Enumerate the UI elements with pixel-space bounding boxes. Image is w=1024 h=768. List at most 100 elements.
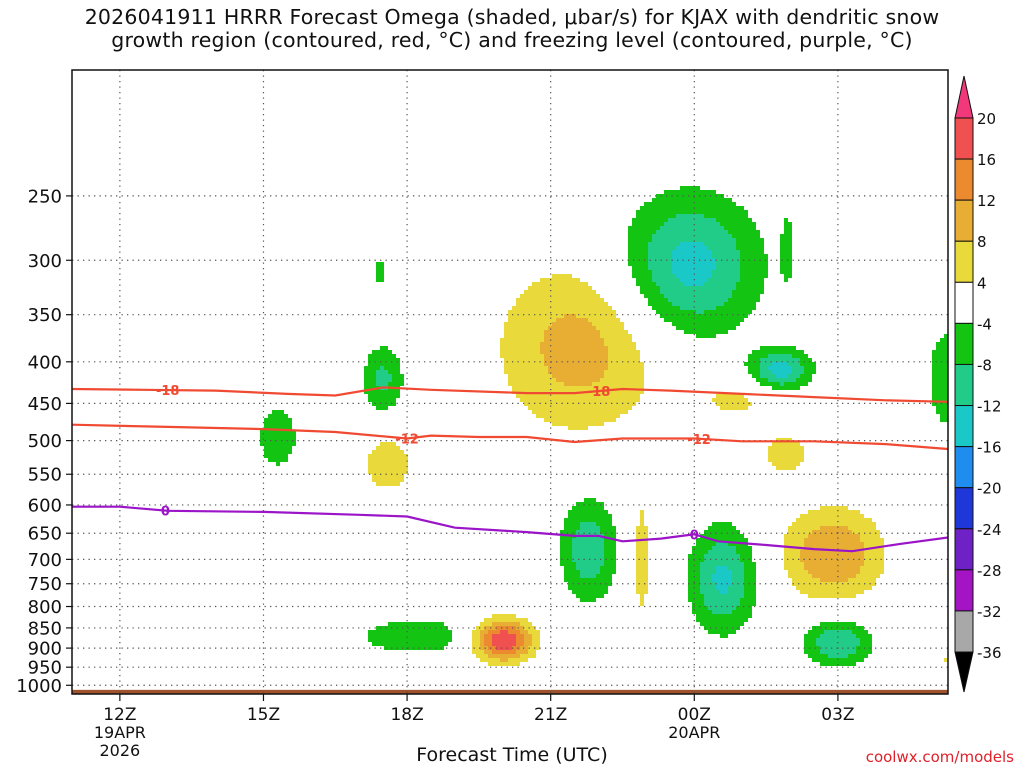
omega-cell bbox=[648, 298, 668, 302]
omega-cell bbox=[600, 530, 616, 534]
omega-cell bbox=[532, 282, 588, 286]
omega-cell bbox=[708, 630, 736, 634]
omega-cell bbox=[652, 306, 680, 310]
omega-cell bbox=[940, 418, 948, 422]
omega-cell bbox=[760, 366, 768, 370]
omega-cell bbox=[788, 362, 800, 366]
omega-cell bbox=[760, 382, 780, 386]
omega-cell bbox=[552, 322, 592, 326]
omega-cell bbox=[516, 302, 608, 306]
omega-cell bbox=[768, 354, 792, 358]
omega-cell bbox=[608, 354, 640, 358]
omega-cell bbox=[376, 446, 400, 450]
omega-cell bbox=[716, 394, 744, 398]
omega-cell bbox=[688, 578, 700, 582]
omega-cell bbox=[640, 290, 660, 294]
omega-cell bbox=[780, 238, 792, 242]
omega-cell bbox=[520, 654, 536, 658]
omega-cell bbox=[568, 586, 608, 590]
omega-cell bbox=[744, 570, 756, 574]
omega-cell bbox=[732, 290, 764, 294]
omega-cell bbox=[784, 534, 808, 538]
omega-cell bbox=[600, 526, 616, 530]
omega-cell bbox=[760, 374, 776, 378]
x-tick-label: 00Z bbox=[678, 705, 711, 725]
omega-cell bbox=[768, 450, 804, 454]
omega-cell bbox=[580, 570, 600, 574]
omega-cell bbox=[828, 654, 848, 658]
omega-cell bbox=[384, 366, 400, 370]
omega-cell bbox=[524, 634, 532, 638]
omega-cell bbox=[484, 634, 492, 638]
omega-cell bbox=[512, 386, 644, 390]
omega-cell bbox=[864, 554, 884, 558]
omega-cell bbox=[736, 606, 752, 610]
omega-cell bbox=[668, 298, 728, 302]
omega-cell bbox=[604, 554, 616, 558]
omega-cell bbox=[372, 474, 404, 478]
omega-cell bbox=[808, 654, 828, 658]
omega-cell bbox=[856, 650, 872, 654]
omega-cell bbox=[376, 274, 384, 278]
x-tick-sublabel: 19APR bbox=[94, 723, 146, 742]
credit-link[interactable]: coolwx.com/models bbox=[865, 748, 1014, 766]
omega-cell bbox=[504, 358, 544, 362]
omega-cell bbox=[720, 634, 728, 638]
omega-cell bbox=[656, 194, 724, 198]
omega-cell bbox=[548, 326, 596, 330]
omega-cell bbox=[516, 298, 604, 302]
omega-cell bbox=[640, 598, 644, 602]
omega-cell bbox=[476, 654, 488, 658]
omega-cell bbox=[780, 234, 792, 238]
omega-cell bbox=[552, 374, 604, 378]
omega-cell bbox=[260, 442, 296, 446]
omega-cell bbox=[368, 394, 400, 398]
omega-cell bbox=[652, 270, 672, 274]
omega-cell bbox=[392, 378, 404, 382]
omega-cell bbox=[364, 378, 376, 382]
omega-cell bbox=[732, 570, 744, 574]
omega-cell bbox=[848, 578, 876, 582]
omega-cell bbox=[728, 542, 748, 546]
omega-cell bbox=[788, 570, 808, 574]
colorbar-box bbox=[954, 322, 974, 365]
omega-cell bbox=[676, 246, 708, 250]
omega-cell bbox=[940, 414, 948, 418]
omega-cell bbox=[788, 574, 812, 578]
omega-cell bbox=[780, 246, 792, 250]
omega-cell bbox=[744, 582, 756, 586]
omega-cell bbox=[368, 354, 396, 358]
omega-cell bbox=[716, 570, 732, 574]
omega-cell bbox=[820, 506, 848, 510]
omega-cell bbox=[640, 514, 644, 518]
omega-cell bbox=[784, 382, 808, 386]
omega-cell bbox=[628, 234, 652, 238]
omega-cell bbox=[532, 638, 540, 642]
omega-cell bbox=[680, 306, 716, 310]
omega-cell bbox=[804, 562, 864, 566]
omega-cell bbox=[576, 566, 600, 570]
omega-cell bbox=[708, 606, 736, 610]
omega-cell bbox=[524, 642, 532, 646]
x-tick-sublabel: 2026 bbox=[100, 741, 141, 760]
omega-cell bbox=[544, 338, 604, 342]
omega-cell bbox=[768, 366, 792, 370]
omega-cell bbox=[760, 370, 772, 374]
omega-cell bbox=[576, 314, 616, 318]
omega-cell bbox=[604, 550, 616, 554]
omega-cell bbox=[520, 630, 528, 634]
omega-cell bbox=[600, 330, 628, 334]
omega-cell bbox=[756, 378, 768, 382]
omega-cell bbox=[588, 318, 620, 322]
omega-cell bbox=[556, 378, 600, 382]
omega-cell bbox=[276, 462, 280, 466]
omega-cell bbox=[716, 306, 756, 310]
omega-cell bbox=[472, 650, 484, 654]
omega-cell bbox=[804, 566, 860, 570]
omega-cell bbox=[636, 530, 648, 534]
omega-cell bbox=[704, 558, 740, 562]
omega-cell bbox=[736, 242, 764, 246]
omega-cell bbox=[596, 326, 624, 330]
omega-cell bbox=[812, 530, 852, 534]
omega-cell bbox=[388, 370, 400, 374]
